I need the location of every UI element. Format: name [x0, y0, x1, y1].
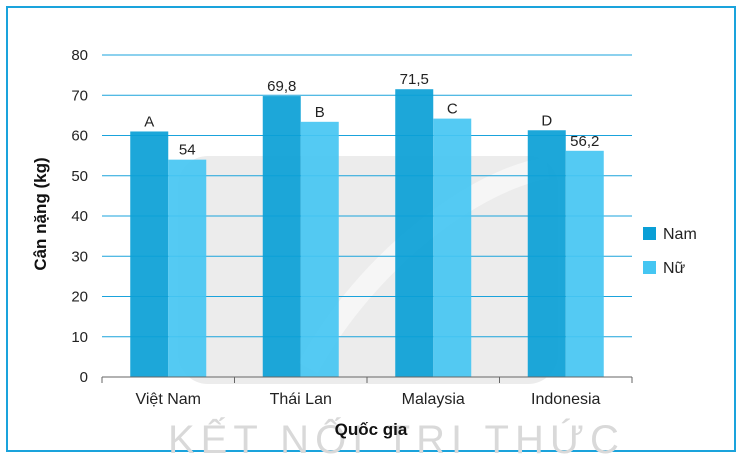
data-label: 54 [179, 142, 196, 159]
legend: Nam Nữ [643, 226, 697, 277]
legend-label-nam: Nam [663, 226, 697, 243]
data-label: 56,2 [570, 133, 599, 150]
bars [130, 89, 604, 378]
legend-label-nu: Nữ [663, 260, 686, 277]
data-label: C [447, 101, 458, 118]
bar-Nữ-Indonesia [565, 150, 604, 377]
y-tick-label: 70 [71, 87, 88, 104]
data-label: 71,5 [400, 71, 429, 88]
data-label: D [541, 112, 552, 129]
data-labels: A 54 69,8 B 71,5 C D 56,2 [144, 71, 599, 158]
x-tick-label: Việt Nam [135, 391, 201, 408]
y-tick-label: 50 [71, 168, 88, 185]
bar-Nam-Thái Lan [262, 96, 301, 378]
data-label: A [144, 113, 154, 130]
watermark-text: KẾT NỐI TRI THỨC [168, 416, 625, 454]
y-tick-labels: 0 10 20 30 40 50 60 70 80 [71, 47, 88, 386]
x-axis-title: Quốc gia [335, 420, 408, 439]
bar-chart: KẾT NỐI TRI THỨC 0 10 20 30 40 50 60 70 80 Việt … [31, 47, 697, 454]
y-tick-label: 10 [71, 329, 88, 346]
x-tick-labels: Việt Nam Thái Lan Malaysia Indonesia [101, 377, 633, 408]
bar-Nữ-Malaysia [433, 118, 472, 377]
y-tick-label: 0 [80, 369, 88, 386]
y-axis-title: Cân nặng (kg) [31, 157, 50, 270]
chart-frame: KẾT NỐI TRI THỨC 0 10 20 30 40 50 60 70 80 Việt … [6, 6, 736, 454]
legend-swatch-nu [643, 261, 656, 274]
bar-Nam-Indonesia [527, 130, 566, 377]
bar-Nam-Việt Nam [130, 131, 169, 377]
legend-swatch-nam [643, 227, 656, 240]
y-tick-label: 20 [71, 289, 88, 306]
x-tick-label: Thái Lan [270, 391, 332, 408]
data-label: B [315, 104, 325, 121]
x-tick-label: Malaysia [402, 391, 465, 408]
y-tick-label: 80 [71, 47, 88, 64]
bar-Nữ-Việt Nam [168, 159, 207, 377]
y-tick-label: 60 [71, 128, 88, 145]
y-tick-label: 40 [71, 208, 88, 225]
y-tick-label: 30 [71, 248, 88, 265]
x-tick-label: Indonesia [531, 391, 600, 408]
bar-Nữ-Thái Lan [300, 121, 339, 377]
bar-Nam-Malaysia [395, 89, 434, 378]
data-label: 69,8 [267, 78, 296, 95]
